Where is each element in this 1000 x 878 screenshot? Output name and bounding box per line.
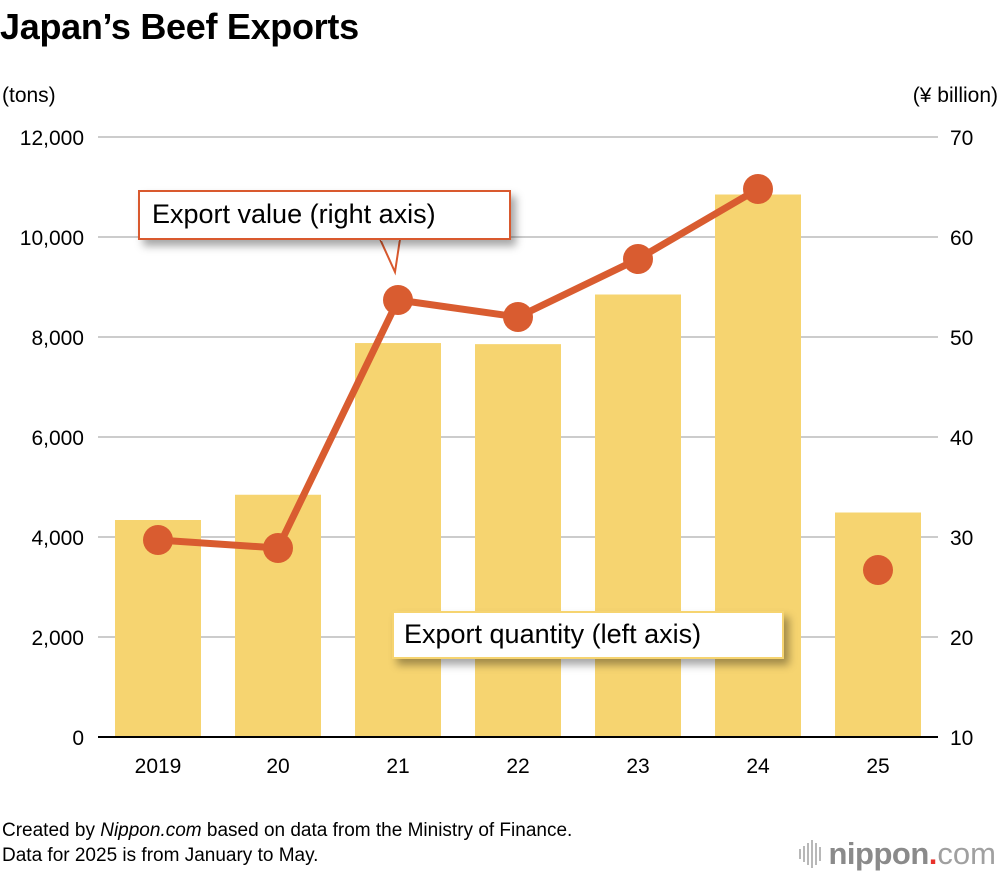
x-tick-label: 21 bbox=[386, 755, 409, 778]
chart-plot: 12,000 10,000 8,000 6,000 4,000 2,000 0 70 60 50… bbox=[20, 127, 974, 778]
x-tick-label: 20 bbox=[266, 755, 289, 778]
x-tick-label: 2019 bbox=[135, 755, 182, 778]
left-tick-label: 8,000 bbox=[31, 327, 84, 350]
right-tick-label: 30 bbox=[950, 527, 973, 550]
right-axis-ticks: 70 60 50 40 30 20 10 bbox=[950, 127, 973, 750]
value-polyline bbox=[157, 185, 760, 552]
bar-2022 bbox=[475, 344, 561, 737]
left-tick-label: 0 bbox=[72, 727, 84, 750]
bar-2019 bbox=[115, 520, 201, 737]
right-tick-label: 10 bbox=[950, 727, 973, 750]
period-note: Data for 2025 is from January to May. bbox=[2, 845, 319, 866]
x-tick-label: 25 bbox=[866, 755, 889, 778]
value-line bbox=[143, 174, 893, 585]
left-tick-label: 10,000 bbox=[20, 227, 84, 250]
right-tick-label: 60 bbox=[950, 227, 973, 250]
bar-2025 bbox=[835, 512, 921, 737]
source-brand: Nippon.com bbox=[100, 820, 202, 841]
right-tick-label: 20 bbox=[950, 627, 973, 650]
logo-soundwave-icon bbox=[798, 840, 821, 868]
left-axis-unit: (tons) bbox=[2, 84, 56, 107]
callout-pointer bbox=[379, 238, 401, 276]
nippon-logo: nippon. com bbox=[798, 836, 996, 872]
right-tick-label: 50 bbox=[950, 327, 973, 350]
left-axis-ticks: 12,000 10,000 8,000 6,000 4,000 2,000 0 bbox=[20, 127, 84, 750]
export-value-callout: Export value (right axis) bbox=[138, 190, 511, 240]
bar-2020 bbox=[235, 494, 321, 737]
source-note: Created by Nippon.com based on data from… bbox=[2, 818, 572, 868]
x-tick-label: 22 bbox=[506, 755, 529, 778]
right-axis-unit: (¥ billion) bbox=[912, 84, 998, 107]
left-tick-label: 2,000 bbox=[31, 627, 84, 650]
value-point-2021 bbox=[383, 285, 413, 315]
left-tick-label: 4,000 bbox=[31, 527, 84, 550]
x-axis-ticks: 2019 20 21 22 23 24 25 bbox=[135, 755, 890, 778]
right-tick-label: 40 bbox=[950, 427, 973, 450]
value-point-2023 bbox=[623, 244, 653, 274]
x-tick-label: 24 bbox=[746, 755, 770, 778]
value-point-2020 bbox=[263, 533, 293, 563]
right-tick-label: 70 bbox=[950, 127, 973, 150]
value-point-2022 bbox=[503, 302, 533, 332]
x-tick-label: 23 bbox=[626, 755, 649, 778]
bar-2021 bbox=[355, 343, 441, 737]
value-point-2025 bbox=[863, 555, 893, 585]
export-quantity-callout: Export quantity (left axis) bbox=[392, 611, 784, 659]
value-point-2019 bbox=[143, 525, 173, 555]
left-tick-label: 6,000 bbox=[31, 427, 84, 450]
left-tick-label: 12,000 bbox=[20, 127, 84, 150]
bar-2023 bbox=[595, 294, 681, 737]
source-line: Created by Nippon.com based on data from… bbox=[2, 820, 573, 841]
value-point-2024 bbox=[743, 174, 773, 204]
chart-title: Japan’s Beef Exports bbox=[0, 6, 359, 47]
quantity-bars bbox=[115, 194, 921, 737]
